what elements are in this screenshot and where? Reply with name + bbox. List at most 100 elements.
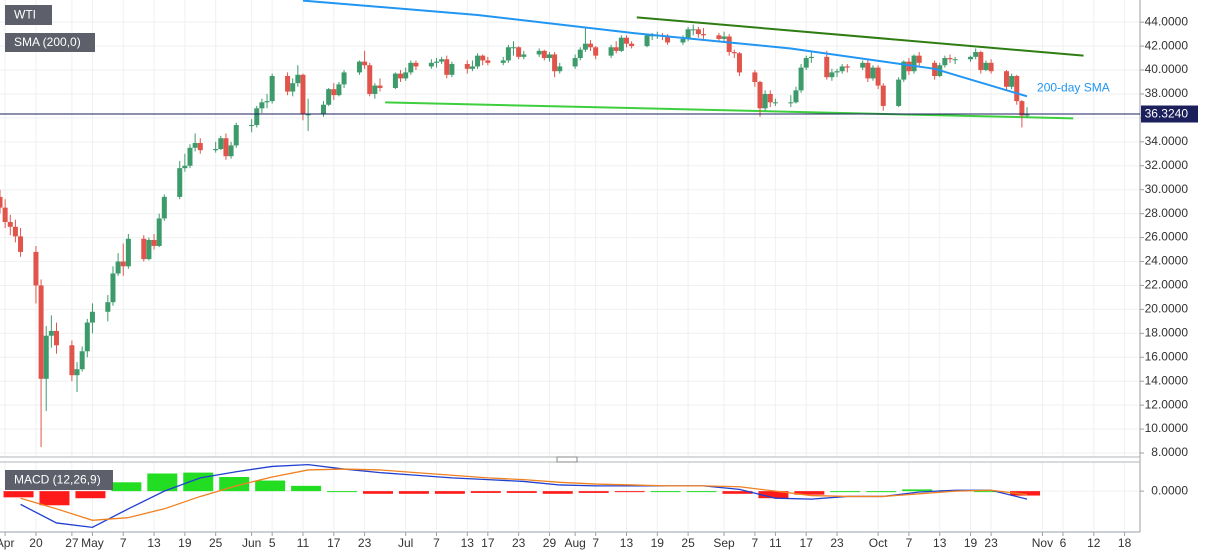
candle-body xyxy=(79,351,85,370)
candle-body xyxy=(141,238,147,260)
candle-body xyxy=(398,73,404,79)
x-tick-label: 17 xyxy=(481,536,495,550)
histogram-bar xyxy=(327,491,358,493)
x-tick-label: 13 xyxy=(461,536,475,550)
histogram-bar xyxy=(75,491,106,499)
candle-body xyxy=(12,226,18,237)
candle-body xyxy=(973,52,979,57)
candle-body xyxy=(300,74,306,115)
histogram-bar xyxy=(1010,491,1041,496)
candle-body xyxy=(762,93,768,109)
candle-body xyxy=(860,62,866,68)
trend-line xyxy=(385,101,1074,120)
candle-body xyxy=(875,67,881,86)
candle-body xyxy=(233,125,239,146)
candle-body xyxy=(223,138,229,157)
candle-body xyxy=(829,72,835,78)
histogram-bar xyxy=(219,477,250,492)
candle-body xyxy=(516,47,522,57)
x-tick-label: Jun xyxy=(242,536,261,550)
candle-body xyxy=(839,66,845,72)
y-tick-label: 34.0000 xyxy=(1145,134,1189,148)
candle-body xyxy=(2,207,8,223)
symbol-label: WTI xyxy=(5,5,52,25)
candle-body xyxy=(629,43,635,47)
candle-body xyxy=(844,66,850,68)
x-tick-label: 7 xyxy=(433,536,440,550)
candle-body xyxy=(511,47,517,49)
candle-body xyxy=(254,108,260,126)
candle-body xyxy=(18,236,24,252)
candle-body xyxy=(552,54,558,72)
x-tick-label: Sep xyxy=(713,536,735,550)
candle-body xyxy=(269,76,275,102)
candle-body xyxy=(464,64,470,69)
annotation: 200-day SMA xyxy=(1037,81,1110,95)
candle-body xyxy=(788,102,794,104)
y-tick-label: 22.0000 xyxy=(1145,278,1189,292)
x-tick-label: 11 xyxy=(297,536,310,550)
y-tick-label: 30.0000 xyxy=(1145,182,1189,196)
candle-body xyxy=(772,102,778,104)
candle-body xyxy=(295,74,301,84)
candle-body xyxy=(177,168,183,197)
histogram-bar xyxy=(902,489,933,492)
candle-body xyxy=(285,76,291,92)
x-tick-label: 29 xyxy=(543,536,557,550)
candle-body xyxy=(623,37,629,44)
histogram-bar xyxy=(39,491,70,506)
candle-body xyxy=(685,29,691,39)
resize-handle[interactable] xyxy=(556,456,578,463)
sma-label: SMA (200,0) xyxy=(5,33,95,52)
macd-label: MACD (12,26,9) xyxy=(5,470,113,490)
candle-body xyxy=(372,85,378,94)
x-tick-label: 12 xyxy=(1087,536,1101,550)
y-tick-label: 24.0000 xyxy=(1145,254,1189,268)
candle-body xyxy=(536,50,542,55)
histogram-bar xyxy=(650,491,681,493)
candle-body xyxy=(541,50,547,59)
x-tick-label: 17 xyxy=(327,536,341,550)
candle-body xyxy=(1019,101,1025,116)
candle-body xyxy=(192,143,198,148)
x-tick-label: Aug xyxy=(564,536,585,550)
symbol: WTI xyxy=(14,8,36,22)
candle-body xyxy=(577,49,583,59)
histogram-bar xyxy=(542,491,573,494)
candle-body xyxy=(680,38,686,43)
candle-body xyxy=(290,83,296,92)
candle-body xyxy=(1009,76,1015,87)
candle-body xyxy=(48,330,54,336)
histogram-bar xyxy=(291,485,322,492)
candle-body xyxy=(377,85,383,88)
candle-body xyxy=(665,36,671,43)
sma-line xyxy=(302,0,1028,98)
candle-body xyxy=(439,59,445,62)
x-tick-label: 23 xyxy=(512,536,526,550)
candle-body xyxy=(701,34,707,36)
candle-body xyxy=(151,239,157,246)
candle-body xyxy=(69,345,75,376)
candle-body xyxy=(1003,71,1009,87)
price-label-box xyxy=(1141,105,1198,123)
candle-body xyxy=(916,55,922,63)
x-tick-label: 23 xyxy=(984,536,998,550)
histogram-bar xyxy=(3,491,34,498)
candle-body xyxy=(321,104,327,115)
histogram-bar xyxy=(398,491,429,494)
x-tick-label: 6 xyxy=(1060,536,1067,550)
candle-body xyxy=(84,322,90,352)
y-tick-label: 18.0000 xyxy=(1145,325,1189,339)
candle-body xyxy=(7,222,13,227)
x-tick-label: Oct xyxy=(869,536,888,550)
candle-body xyxy=(362,61,368,66)
x-tick-label: 7 xyxy=(592,536,599,550)
candle-body xyxy=(557,66,563,72)
candle-body xyxy=(341,72,347,85)
candle-body xyxy=(906,61,912,72)
trend-line xyxy=(636,16,1084,57)
